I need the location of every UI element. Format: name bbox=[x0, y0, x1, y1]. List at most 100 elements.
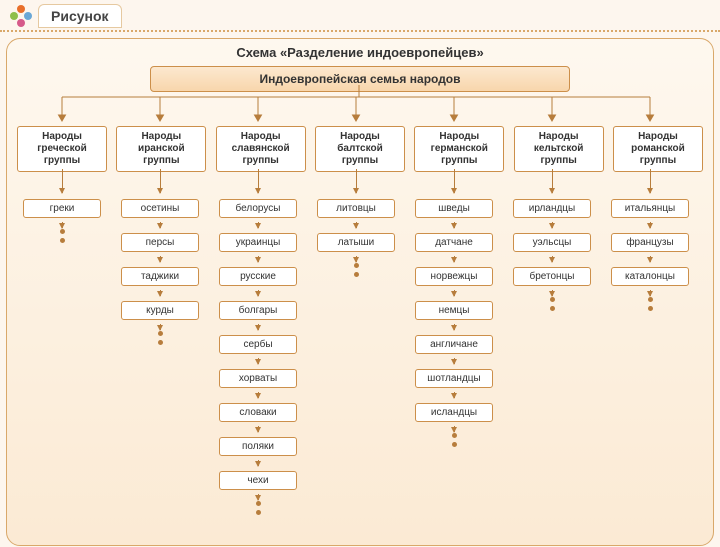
connector-line bbox=[160, 256, 161, 262]
connector-line bbox=[258, 256, 259, 262]
connector-arrow bbox=[356, 169, 357, 193]
leaf-node: болгары bbox=[219, 301, 297, 320]
root-node: Индоевропейская семья народов bbox=[150, 66, 570, 92]
connector-line bbox=[454, 358, 455, 364]
header-title: Рисунок bbox=[38, 4, 122, 28]
connector-line bbox=[62, 222, 63, 228]
continuation-dot bbox=[550, 297, 555, 302]
leaf-node: латыши bbox=[317, 233, 395, 252]
connector-line bbox=[650, 290, 651, 296]
connector-line bbox=[454, 426, 455, 432]
header-bar: Рисунок bbox=[0, 0, 720, 32]
leaf-column: белорусы украинцы русские болгары сербы хорва… bbox=[213, 169, 303, 518]
connector-arrow bbox=[62, 169, 63, 193]
continuation-dot bbox=[452, 442, 457, 447]
connector-line bbox=[454, 392, 455, 398]
leaf-node: персы bbox=[121, 233, 199, 252]
leaf-node: ирландцы bbox=[513, 199, 591, 218]
connector-line bbox=[356, 222, 357, 228]
diagram-frame: Схема «Разделение индоевропейцев» Индоев… bbox=[6, 38, 714, 546]
continuation-dot bbox=[256, 501, 261, 506]
continuation-dot bbox=[550, 306, 555, 311]
connector-line bbox=[650, 256, 651, 262]
leaf-column: осетины персы таджики курды bbox=[115, 169, 205, 348]
connector-arrow bbox=[552, 169, 553, 193]
group-box: Народы романской группы bbox=[613, 126, 703, 172]
connector-arrow bbox=[454, 169, 455, 193]
continuation-dot bbox=[158, 340, 163, 345]
leaf-node: исландцы bbox=[415, 403, 493, 422]
group-box: Народы германской группы bbox=[414, 126, 504, 172]
connector-line bbox=[454, 324, 455, 330]
leaf-node: осетины bbox=[121, 199, 199, 218]
leaf-node: украинцы bbox=[219, 233, 297, 252]
leaf-node: итальянцы bbox=[611, 199, 689, 218]
continuation-dot bbox=[354, 272, 359, 277]
connector-line bbox=[258, 494, 259, 500]
leaf-node: курды bbox=[121, 301, 199, 320]
continuation-dot bbox=[60, 238, 65, 243]
continuation-dot bbox=[648, 297, 653, 302]
connector-line bbox=[160, 324, 161, 330]
leaf-column: литовцы латыши bbox=[311, 169, 401, 280]
leaf-node: шведы bbox=[415, 199, 493, 218]
leaf-node: норвежцы bbox=[415, 267, 493, 286]
continuation-dot bbox=[256, 510, 261, 515]
group-box: Народы балтской группы bbox=[315, 126, 405, 172]
continuation-dot bbox=[158, 331, 163, 336]
leaf-column: ирландцы уэльсцы бретонцы bbox=[507, 169, 597, 314]
connector-line bbox=[258, 290, 259, 296]
connector-line bbox=[454, 290, 455, 296]
connector-line bbox=[258, 392, 259, 398]
connector-line bbox=[258, 358, 259, 364]
group-box: Народы греческой группы bbox=[17, 126, 107, 172]
connector-arrow bbox=[160, 169, 161, 193]
leaf-node: французы bbox=[611, 233, 689, 252]
leaf-node: таджики bbox=[121, 267, 199, 286]
groups-row: Народы греческой группыНароды иранской г… bbox=[15, 126, 705, 172]
continuation-dot bbox=[354, 263, 359, 268]
group-box: Народы славянской группы bbox=[216, 126, 306, 172]
connector-line bbox=[552, 222, 553, 228]
leaf-node: англичане bbox=[415, 335, 493, 354]
connector-line bbox=[650, 222, 651, 228]
flower-icon bbox=[10, 5, 32, 27]
leaf-node: немцы bbox=[415, 301, 493, 320]
connector-line bbox=[258, 222, 259, 228]
leaf-node: чехи bbox=[219, 471, 297, 490]
leaf-node: литовцы bbox=[317, 199, 395, 218]
connector-line bbox=[160, 290, 161, 296]
connector-line bbox=[160, 222, 161, 228]
leaf-column: шведы датчане норвежцы немцы англичане шотлан… bbox=[409, 169, 499, 450]
connector-line bbox=[552, 290, 553, 296]
leaf-node: шотландцы bbox=[415, 369, 493, 388]
connector-line bbox=[258, 324, 259, 330]
connector-arrow bbox=[650, 169, 651, 193]
continuation-dot bbox=[452, 433, 457, 438]
connector-line bbox=[356, 256, 357, 262]
leaf-node: словаки bbox=[219, 403, 297, 422]
connector-arrow bbox=[258, 169, 259, 193]
leaf-node: хорваты bbox=[219, 369, 297, 388]
leaf-node: русские bbox=[219, 267, 297, 286]
leaf-node: бретонцы bbox=[513, 267, 591, 286]
leaf-node: греки bbox=[23, 199, 101, 218]
connector-line bbox=[552, 256, 553, 262]
connector-line bbox=[454, 222, 455, 228]
connector-line bbox=[258, 426, 259, 432]
leaf-node: датчане bbox=[415, 233, 493, 252]
leaf-node: сербы bbox=[219, 335, 297, 354]
connector-line bbox=[454, 256, 455, 262]
leaf-column: греки bbox=[17, 169, 107, 246]
connector-line bbox=[258, 460, 259, 466]
leaf-column: итальянцы французы каталонцы bbox=[605, 169, 695, 314]
group-box: Народы кельтской группы bbox=[514, 126, 604, 172]
leaf-node: уэльсцы bbox=[513, 233, 591, 252]
group-box: Народы иранской группы bbox=[116, 126, 206, 172]
leaf-node: поляки bbox=[219, 437, 297, 456]
diagram-caption: Схема «Разделение индоевропейцев» bbox=[15, 45, 705, 60]
continuation-dot bbox=[648, 306, 653, 311]
leaf-node: белорусы bbox=[219, 199, 297, 218]
continuation-dot bbox=[60, 229, 65, 234]
leaf-node: каталонцы bbox=[611, 267, 689, 286]
